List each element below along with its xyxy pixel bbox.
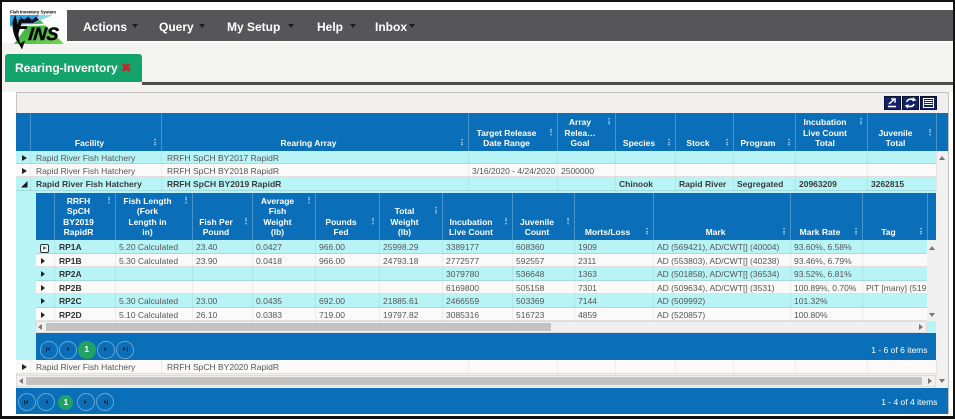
svg-text:INS: INS (28, 24, 60, 44)
svg-text:Fish Inventory System: Fish Inventory System (10, 10, 56, 15)
